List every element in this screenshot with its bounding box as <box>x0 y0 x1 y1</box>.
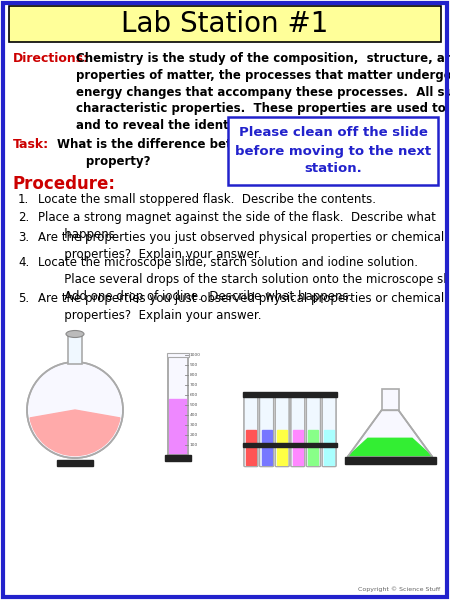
Bar <box>165 455 191 461</box>
FancyBboxPatch shape <box>260 395 274 467</box>
Bar <box>168 355 188 455</box>
Text: Locate the small stoppered flask.  Describe the contents.: Locate the small stoppered flask. Descri… <box>38 193 376 206</box>
Bar <box>168 355 188 455</box>
Ellipse shape <box>66 331 84 337</box>
Text: Copyright © Science Stuff: Copyright © Science Stuff <box>358 586 440 592</box>
Text: 200: 200 <box>190 433 198 437</box>
Bar <box>169 399 187 454</box>
Circle shape <box>27 362 123 458</box>
FancyBboxPatch shape <box>306 395 320 467</box>
FancyBboxPatch shape <box>275 395 289 467</box>
Text: Task:: Task: <box>13 138 49 151</box>
Text: 300: 300 <box>190 423 198 427</box>
Polygon shape <box>347 410 432 457</box>
FancyBboxPatch shape <box>322 395 336 467</box>
Bar <box>243 443 337 447</box>
Text: 1.: 1. <box>18 193 29 206</box>
Text: 700: 700 <box>190 383 198 387</box>
Text: 100: 100 <box>190 443 198 447</box>
Text: Procedure:: Procedure: <box>13 175 116 193</box>
Text: 4.: 4. <box>18 256 29 269</box>
Bar <box>261 430 271 464</box>
Text: 500: 500 <box>190 403 198 407</box>
FancyBboxPatch shape <box>244 395 258 467</box>
Text: Locate the microscope slide, starch solution and iodine solution.
       Place s: Locate the microscope slide, starch solu… <box>38 256 450 302</box>
Polygon shape <box>347 438 432 457</box>
Text: What is the difference between a chemical and physical
       property?: What is the difference between a chemica… <box>57 138 429 168</box>
Wedge shape <box>30 410 120 455</box>
Bar <box>324 430 334 464</box>
Text: Please clean off the slide
before moving to the next
station.: Please clean off the slide before moving… <box>235 127 431 175</box>
Text: Directions:: Directions: <box>13 52 89 65</box>
Text: Chemistry is the study of the composition,  structure, and
properties of matter,: Chemistry is the study of the compositio… <box>76 52 450 132</box>
Bar <box>9 6 441 42</box>
Bar <box>277 430 287 464</box>
Bar <box>167 353 189 357</box>
Text: 1000: 1000 <box>190 353 201 357</box>
Text: 5.: 5. <box>18 292 29 305</box>
Text: 600: 600 <box>190 393 198 397</box>
Text: Lab Station #1: Lab Station #1 <box>122 10 328 38</box>
Bar <box>309 430 319 464</box>
Text: Are the properties you just observed physical properties or chemical
       prop: Are the properties you just observed phy… <box>38 231 444 261</box>
Bar <box>293 430 303 464</box>
Bar <box>57 460 93 466</box>
Bar <box>345 457 436 464</box>
Bar <box>382 389 399 410</box>
FancyBboxPatch shape <box>291 395 305 467</box>
Bar <box>243 392 337 397</box>
Text: Are the properties you just observed physical properties or chemical
       prop: Are the properties you just observed phy… <box>38 292 444 322</box>
Text: Place a strong magnet against the side of the flask.  Describe what
       happe: Place a strong magnet against the side o… <box>38 211 436 241</box>
Text: 400: 400 <box>190 413 198 417</box>
Text: 3.: 3. <box>18 231 29 244</box>
Text: 900: 900 <box>190 363 198 367</box>
Bar <box>246 430 256 464</box>
Text: 2.: 2. <box>18 211 29 224</box>
Bar <box>68 334 82 364</box>
Text: 800: 800 <box>190 373 198 377</box>
Bar <box>228 117 438 185</box>
